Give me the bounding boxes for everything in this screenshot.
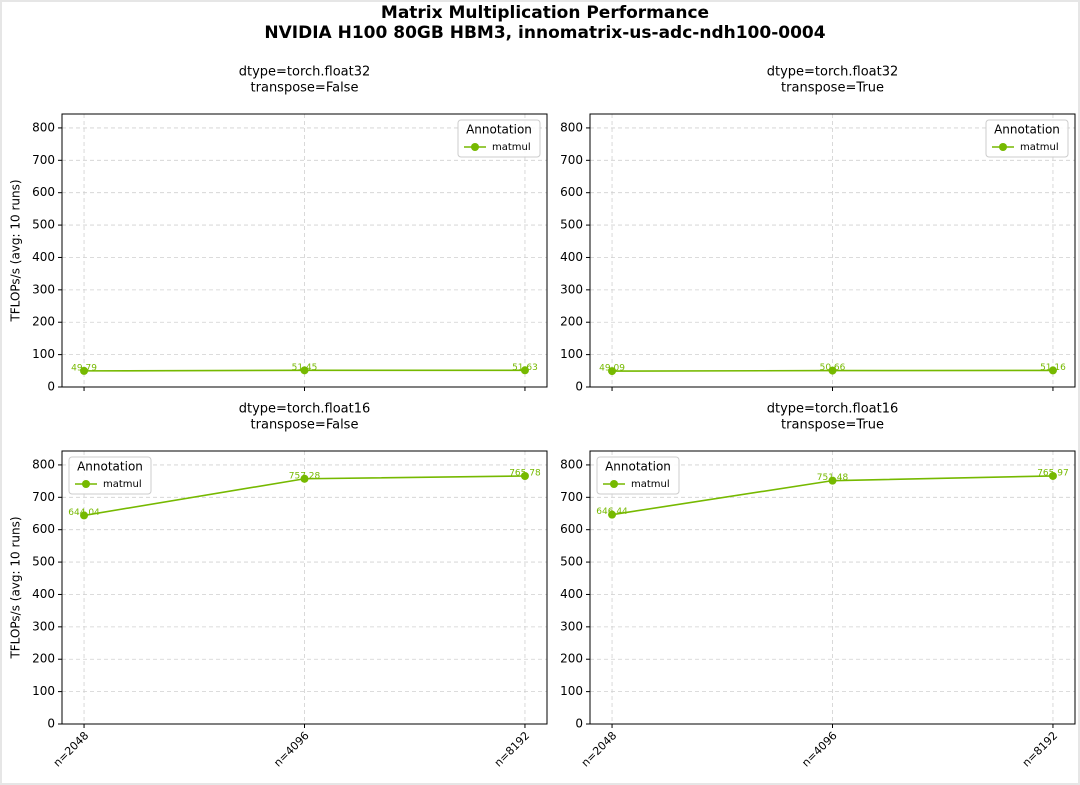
- subplot-title: transpose=True: [781, 81, 884, 96]
- y-tick-label: 800: [560, 120, 583, 134]
- y-tick-label: 200: [32, 315, 55, 329]
- legend-marker: [82, 480, 90, 488]
- legend-label: matmul: [1020, 142, 1059, 153]
- y-tick-label: 600: [32, 185, 55, 199]
- legend-marker: [471, 143, 479, 151]
- point: [520, 472, 529, 481]
- legend-marker: [610, 480, 618, 488]
- y-tick-label: 500: [560, 555, 583, 569]
- subplot-title: dtype=torch.float32: [767, 65, 899, 80]
- point: [300, 366, 309, 375]
- legend: Annotation matmul: [68, 456, 152, 495]
- plot-frame: [589, 450, 1076, 725]
- y-tick-label: 600: [32, 522, 55, 536]
- figure-subtitle: NVIDIA H100 80GB HBM3, innomatrix-us-adc…: [264, 23, 825, 43]
- y-tick-label: 100: [32, 347, 55, 361]
- point: [1048, 366, 1057, 375]
- data-label: 757.28: [289, 471, 321, 481]
- y-tick-label: 200: [32, 652, 55, 666]
- subplot-title: dtype=torch.float16: [239, 402, 371, 417]
- y-tick-label: 400: [32, 587, 55, 601]
- data-label: 51.16: [1040, 363, 1066, 373]
- y-tick-label: 500: [560, 218, 583, 232]
- legend: Annotation matmul: [985, 119, 1069, 158]
- y-tick-label: 300: [560, 282, 583, 296]
- legend-label: matmul: [631, 479, 670, 490]
- y-tick-label: 600: [560, 185, 583, 199]
- y-tick-label: 0: [575, 717, 583, 731]
- legend-title: Annotation: [466, 123, 532, 137]
- y-tick-label: 700: [32, 490, 55, 504]
- legend-label: matmul: [103, 479, 142, 490]
- data-label: 50.66: [820, 363, 846, 373]
- plot-frame: [61, 113, 548, 388]
- y-tick-label: 500: [32, 218, 55, 232]
- y-tick-label: 500: [32, 555, 55, 569]
- point: [1048, 471, 1057, 480]
- y-tick-label: 700: [560, 153, 583, 167]
- data-label: 765.78: [509, 469, 541, 479]
- y-tick-label: 300: [32, 282, 55, 296]
- data-label: 49.79: [71, 363, 97, 373]
- y-tick-label: 0: [575, 380, 583, 394]
- y-tick-label: 300: [32, 619, 55, 633]
- figure-title: Matrix Multiplication Performance: [381, 3, 709, 23]
- subplot-title: dtype=torch.float16: [767, 402, 899, 417]
- point: [520, 366, 529, 375]
- subplot-title: transpose=False: [251, 418, 359, 433]
- y-tick-label: 800: [32, 120, 55, 134]
- y-tick-label: 100: [560, 347, 583, 361]
- point: [300, 474, 309, 483]
- legend-title: Annotation: [605, 460, 671, 474]
- subplot-title: dtype=torch.float32: [239, 65, 371, 80]
- point: [828, 476, 837, 485]
- data-label: 51.63: [512, 363, 538, 373]
- plot-frame: [589, 113, 1076, 388]
- y-tick-label: 100: [32, 684, 55, 698]
- data-label: 765.97: [1037, 468, 1069, 478]
- y-tick-label: 400: [560, 250, 583, 264]
- y-tick-label: 300: [560, 619, 583, 633]
- y-tick-label: 700: [32, 153, 55, 167]
- y-tick-label: 0: [47, 717, 55, 731]
- point: [608, 510, 617, 519]
- y-tick-label: 800: [560, 457, 583, 471]
- y-tick-label: 400: [32, 250, 55, 264]
- point: [80, 511, 89, 520]
- data-label: 751.48: [817, 473, 849, 483]
- y-tick-label: 0: [47, 380, 55, 394]
- point: [828, 366, 837, 375]
- y-tick-label: 700: [560, 490, 583, 504]
- legend-marker: [999, 143, 1007, 151]
- subplot-title: transpose=False: [251, 81, 359, 96]
- legend-title: Annotation: [77, 460, 143, 474]
- point: [80, 366, 89, 375]
- data-label: 49.09: [599, 364, 625, 374]
- y-axis-label: TFLOPs/s (avg: 10 runs): [9, 516, 23, 659]
- plot-frame: [61, 450, 548, 725]
- y-tick-label: 200: [560, 652, 583, 666]
- y-tick-label: 800: [32, 457, 55, 471]
- y-tick-label: 600: [560, 522, 583, 536]
- data-label: 51.45: [292, 363, 318, 373]
- y-tick-label: 400: [560, 587, 583, 601]
- data-label: 646.44: [596, 507, 628, 517]
- y-axis-label: TFLOPs/s (avg: 10 runs): [9, 179, 23, 322]
- legend: Annotation matmul: [457, 119, 541, 158]
- legend-label: matmul: [492, 142, 531, 153]
- y-tick-label: 100: [560, 684, 583, 698]
- point: [608, 367, 617, 376]
- legend-title: Annotation: [994, 123, 1060, 137]
- y-tick-label: 200: [560, 315, 583, 329]
- subplot-title: transpose=True: [781, 418, 884, 433]
- data-label: 644.04: [68, 508, 100, 518]
- legend: Annotation matmul: [596, 456, 680, 495]
